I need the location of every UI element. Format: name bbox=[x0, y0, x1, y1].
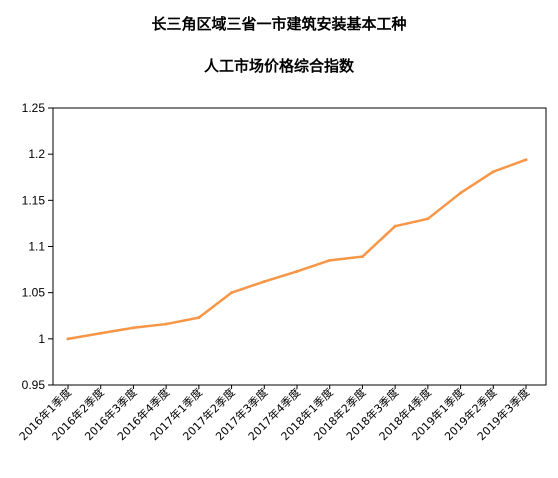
data-point bbox=[66, 337, 70, 341]
y-tick-label: 1.2 bbox=[28, 147, 45, 161]
chart-subtitle: 人工市场价格综合指数 bbox=[203, 57, 354, 75]
data-point bbox=[524, 158, 528, 162]
y-tick-label: 1.05 bbox=[22, 286, 46, 300]
y-tick-label: 0.95 bbox=[22, 378, 46, 392]
data-point bbox=[295, 269, 299, 273]
data-point bbox=[99, 331, 103, 335]
data-point bbox=[360, 255, 364, 259]
series-line bbox=[66, 158, 528, 341]
y-tick-label: 1.1 bbox=[28, 240, 45, 254]
y-tick-label: 1.15 bbox=[22, 193, 46, 207]
data-point bbox=[230, 291, 234, 295]
data-point bbox=[459, 191, 463, 195]
data-point bbox=[197, 316, 201, 320]
y-tick-label: 1 bbox=[38, 332, 45, 346]
data-point bbox=[393, 224, 397, 228]
chart-title: 长三角区域三省一市建筑安装基本工种 bbox=[151, 15, 407, 33]
data-point bbox=[164, 322, 168, 326]
data-point bbox=[328, 258, 332, 262]
plot-area-frame bbox=[52, 107, 547, 386]
data-point bbox=[262, 280, 266, 284]
data-point bbox=[491, 170, 495, 174]
data-point bbox=[131, 326, 135, 330]
data-point bbox=[426, 217, 430, 221]
y-tick-label: 1.25 bbox=[22, 101, 46, 115]
